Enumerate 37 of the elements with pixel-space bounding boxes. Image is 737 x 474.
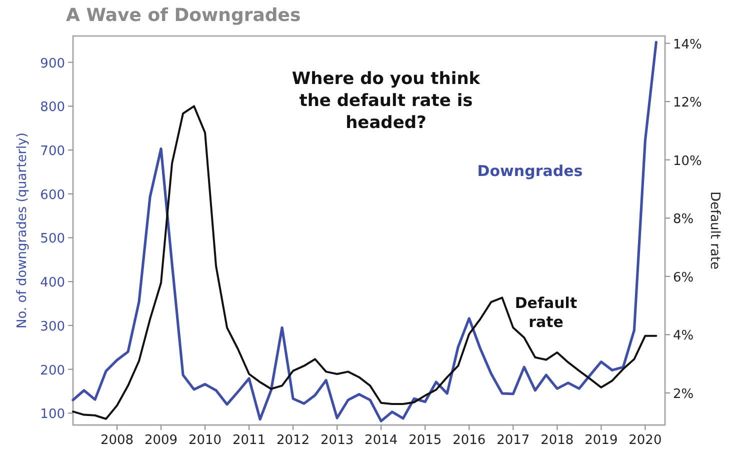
x-tick-label: 2014 <box>364 433 398 448</box>
y2-tick-label: 14% <box>673 37 702 52</box>
y-tick-label: 700 <box>40 144 65 160</box>
x-tick-label: 2020 <box>628 433 662 448</box>
y2-tick-label: 2% <box>673 386 694 402</box>
x-tick-label: 2013 <box>320 433 354 448</box>
text: Downgrades <box>477 162 583 180</box>
y2-tick-label: 6% <box>673 270 694 286</box>
y-tick-label: 300 <box>40 319 65 334</box>
y2-tick-label: 12% <box>673 96 702 111</box>
y-tick-label: 500 <box>40 232 65 247</box>
y2-tick-label: 8% <box>673 212 694 228</box>
y-tick-label: 800 <box>40 100 65 116</box>
y2-axis-title: Default rate <box>707 191 722 270</box>
annotation: Where do you think the default rate is headed? <box>292 69 481 133</box>
y-tick-label: 200 <box>40 363 65 378</box>
series-label: Default rate <box>514 294 578 331</box>
line-series <box>72 105 658 420</box>
x-tick-label: 2011 <box>232 433 266 448</box>
y-axis-title: No. of downgrades (quarterly) <box>15 132 30 328</box>
y-tick-label: 400 <box>40 276 65 291</box>
x-tick-label: 2016 <box>452 433 486 448</box>
chart-title: A Wave of Downgrades <box>66 5 301 26</box>
y2-tick-label: 4% <box>673 328 694 344</box>
y-tick-label: 900 <box>40 56 65 72</box>
x-tick-label: 2010 <box>188 433 222 448</box>
x-tick-label: 2012 <box>276 433 310 448</box>
y2-tick-label: 10% <box>673 154 702 169</box>
line-series <box>72 40 658 422</box>
y-tick-label: 100 <box>40 407 65 422</box>
x-tick-label: 2019 <box>584 433 618 448</box>
x-tick-label: 2009 <box>144 433 178 448</box>
y-tick-label: 600 <box>40 188 65 203</box>
x-tick-label: 2008 <box>100 433 134 448</box>
x-tick-label: 2015 <box>408 433 442 448</box>
x-tick-label: 2018 <box>540 433 574 448</box>
x-tick-label: 2017 <box>496 433 530 448</box>
